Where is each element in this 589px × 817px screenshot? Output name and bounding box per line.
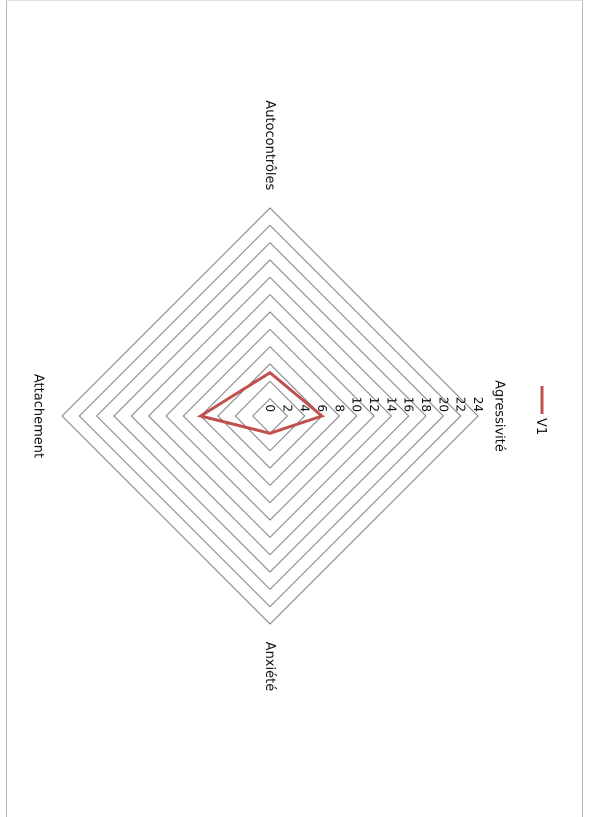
grid-ring (251, 397, 289, 435)
series-layer (196, 370, 326, 435)
tick-label: 18 (419, 397, 433, 412)
grid-ring (165, 311, 375, 521)
tick-label: 0 (263, 404, 277, 412)
tick-label: 20 (436, 397, 450, 412)
grid-ring (95, 241, 445, 591)
axis-label: Autocontrôles (262, 100, 277, 190)
grid-ring (113, 259, 427, 573)
legend-label: V1 (533, 418, 548, 435)
tick-label: 8 (332, 404, 346, 412)
series-line-V1 (196, 370, 326, 435)
grid-ring (61, 207, 479, 625)
grid-ring (78, 224, 462, 608)
tick-label: 10 (350, 397, 364, 412)
tick-label: 24 (471, 397, 485, 412)
radar-grid (61, 207, 479, 625)
tick-label: 2 (280, 404, 294, 412)
tick-label: 22 (454, 397, 468, 412)
grid-ring (182, 328, 358, 504)
radial-ticks: 0 2 4 6 8 10 12 14 16 18 20 22 24 (263, 397, 485, 412)
grid-ring (130, 276, 410, 556)
chart-frame (6, 0, 583, 817)
tick-label: 6 (315, 404, 329, 412)
legend: V1 (533, 386, 548, 435)
grid-ring (234, 380, 306, 452)
axis-label: Agressivité (492, 380, 507, 452)
axis-labels: Agressivité Anxiété Attachement Autocontrôl… (30, 100, 506, 691)
tick-label: 12 (367, 397, 381, 412)
tick-label: 16 (402, 397, 416, 412)
tick-label: 4 (298, 404, 312, 412)
tick-label: 14 (384, 397, 398, 412)
grid-ring (147, 293, 393, 539)
chart-rotation-group: 0 2 4 6 8 10 12 14 16 18 20 22 24 AgressivitéAnxiété… (30, 100, 548, 691)
axis-label: Attachement (30, 374, 45, 458)
grid-ring (217, 363, 323, 469)
axis-label: Anxiété (262, 642, 277, 692)
